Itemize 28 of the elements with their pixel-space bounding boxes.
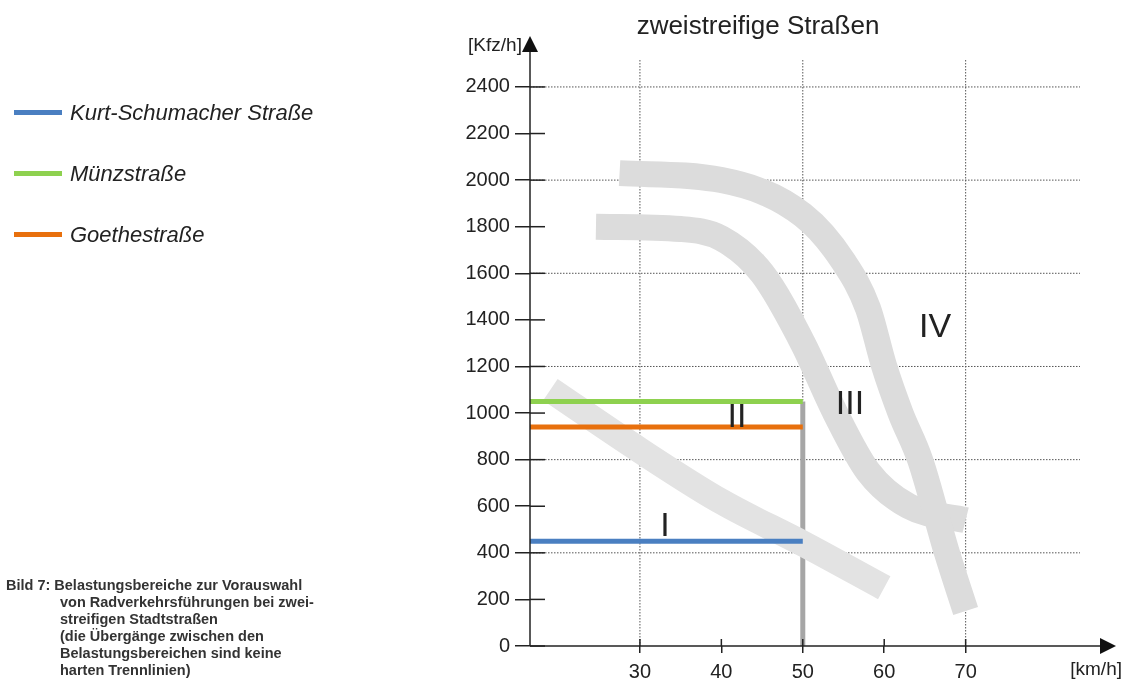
y-tick-label: 1400 (465, 307, 510, 330)
y-tick-label: 0 (498, 633, 510, 656)
legend-label: Goethestraße (70, 221, 205, 248)
text: Bild 7: Belastungsbereiche zur Vorauswahl von Radverkehrsführungen bei zwei- streifigen Stadtstraßen (die Übergänge zwischen den Belastungsbereichen sind keine harten Trennlinien) (6, 577, 314, 679)
y-tick-label: 800 (476, 447, 510, 470)
y-tick-label: 1600 (465, 260, 510, 283)
y-tick-label: 1000 (465, 400, 510, 423)
legend-label: Münzstraße (70, 160, 187, 187)
y-tick-label: 2200 (465, 121, 510, 144)
x-tick-label: 60 (873, 659, 896, 682)
y-tick-label: 1800 (465, 214, 510, 237)
y-axis-title: [Kfz/h] (468, 34, 522, 56)
y-tick-label: 2000 (465, 167, 510, 190)
x-tick-label: 50 (791, 659, 814, 682)
y-tick-label: 600 (476, 493, 510, 516)
chart-title: zweistreifige Straßen (636, 10, 880, 41)
legend-label: Kurt-Schumacher Straße (70, 99, 314, 126)
x-tick-label: 30 (628, 659, 652, 682)
y-tick-label: 1200 (465, 353, 510, 376)
y-tick-label: 200 (476, 586, 510, 609)
annotation: III (835, 383, 865, 422)
x-tick-label: 40 (710, 659, 733, 682)
annotation: I (660, 505, 670, 544)
y-tick-label: 2400 (465, 74, 510, 97)
annotation: IV (918, 306, 952, 345)
x-axis-title: [km/h] (1070, 658, 1122, 680)
y-tick-label: 400 (476, 540, 510, 563)
x-tick-label: 70 (954, 659, 977, 682)
